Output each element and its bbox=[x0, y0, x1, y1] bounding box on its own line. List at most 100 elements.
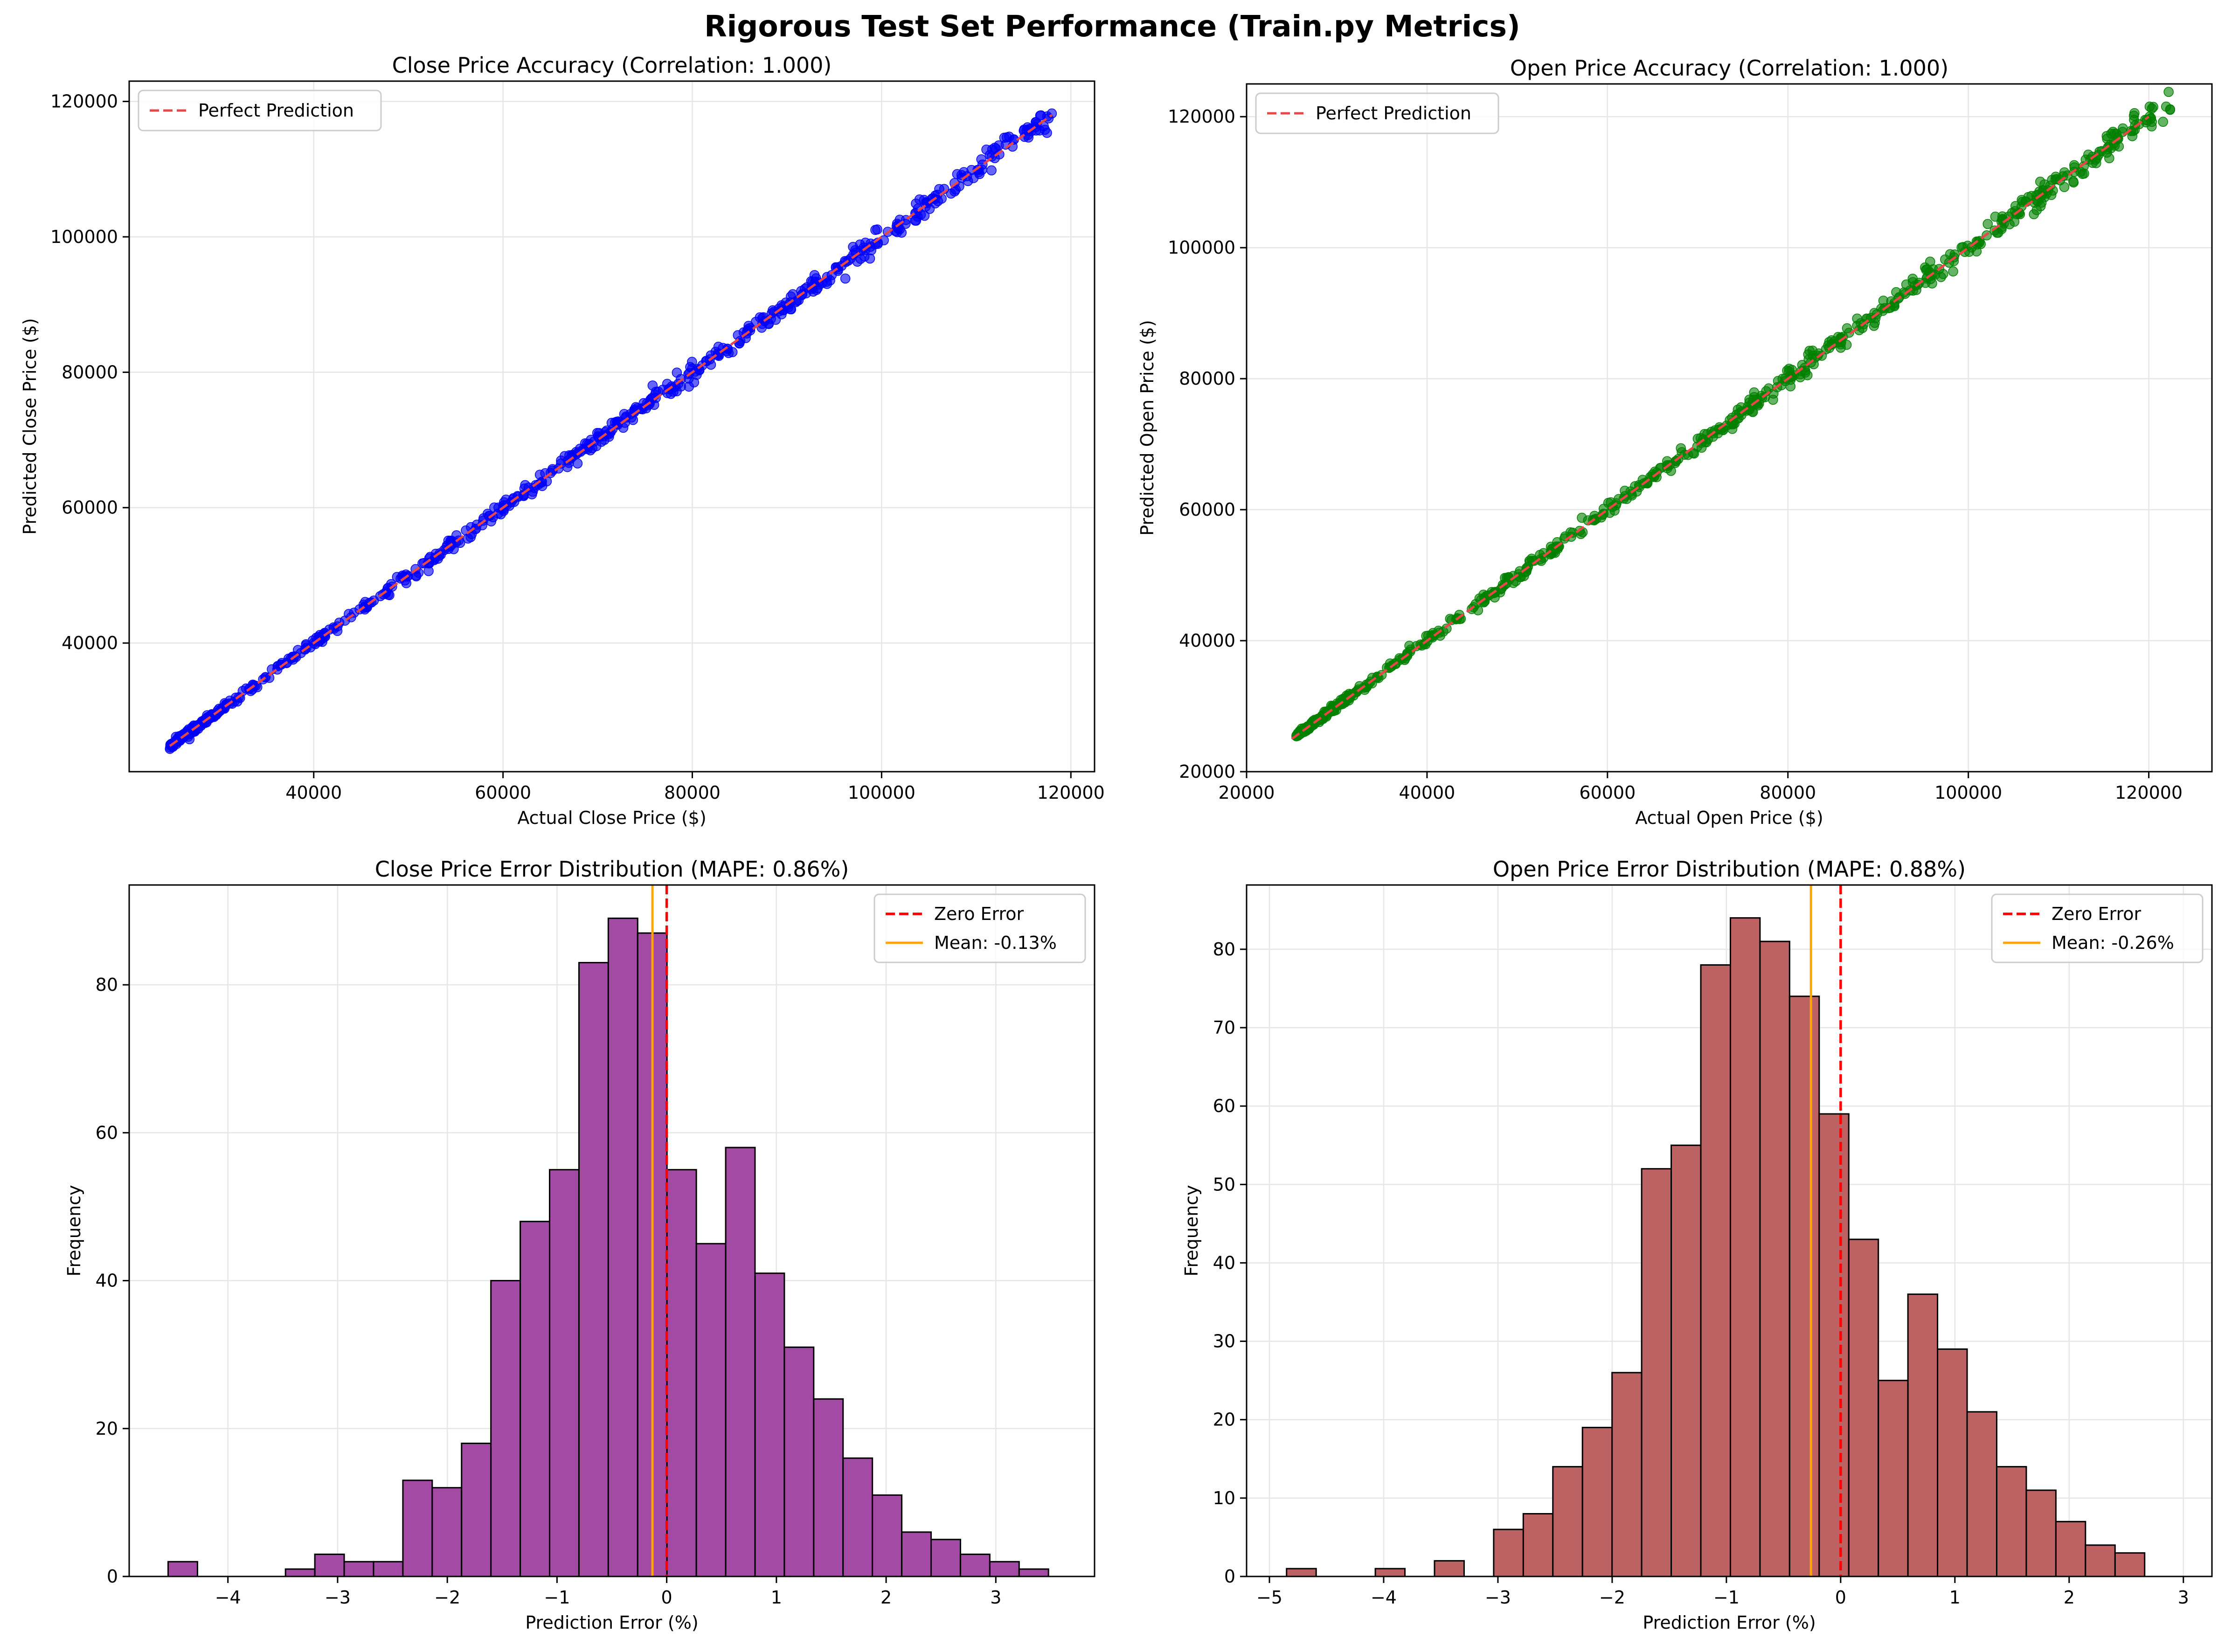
open-hist-xlabel: Prediction Error (%) bbox=[1643, 1612, 1816, 1633]
histogram-bar bbox=[1611, 1372, 1643, 1576]
histogram-bar bbox=[2085, 1544, 2116, 1576]
histogram-bar bbox=[1729, 917, 1761, 1576]
histogram-bar bbox=[666, 1169, 697, 1576]
scatter-point bbox=[2128, 111, 2139, 121]
y-tick-label: 60000 bbox=[1179, 499, 1235, 520]
histogram-bar bbox=[1374, 1568, 1406, 1576]
scatter-point bbox=[496, 509, 506, 519]
scatter-point bbox=[417, 558, 428, 569]
x-tick-label: 20000 bbox=[1219, 782, 1275, 803]
y-tick-label: 120000 bbox=[1168, 106, 1235, 127]
x-tick-label: −4 bbox=[1371, 1587, 1397, 1608]
y-tick-label: 10 bbox=[1213, 1488, 1235, 1508]
scatter-point bbox=[706, 359, 716, 370]
histogram-bar bbox=[461, 1443, 492, 1576]
x-tick-label: 40000 bbox=[1399, 782, 1455, 803]
scatter-point bbox=[1949, 249, 1960, 260]
histogram-bar bbox=[695, 1243, 727, 1576]
scatter-point bbox=[1920, 277, 1931, 288]
figure-title: Rigorous Test Set Performance (Train.py … bbox=[704, 9, 1520, 43]
scatter-point bbox=[852, 256, 863, 267]
histogram-bar bbox=[1759, 940, 1790, 1576]
close-scatter-legend: Perfect Prediction bbox=[138, 90, 382, 131]
histogram-bar bbox=[1788, 995, 1820, 1576]
histogram-bar bbox=[284, 1568, 316, 1576]
scatter-point bbox=[1676, 443, 1686, 454]
close-scatter-plot-area bbox=[165, 108, 1057, 754]
y-tick-label: 80 bbox=[96, 975, 118, 995]
scatter-point bbox=[919, 195, 929, 205]
x-tick-label: −2 bbox=[1599, 1587, 1625, 1608]
y-tick-label: 20 bbox=[96, 1418, 118, 1439]
histogram-bar bbox=[783, 1346, 815, 1576]
histogram-bar bbox=[1700, 964, 1731, 1576]
histogram-bar bbox=[1907, 1293, 1939, 1576]
scatter-point bbox=[1997, 214, 2008, 224]
y-tick-label: 120000 bbox=[50, 91, 118, 112]
histogram-bar bbox=[1966, 1411, 1997, 1576]
scatter-point bbox=[1948, 266, 1958, 276]
scatter-point bbox=[2165, 104, 2176, 115]
y-tick-label: 70 bbox=[1213, 1017, 1235, 1038]
open-scatter-title: Open Price Accuracy (Correlation: 1.000) bbox=[1510, 55, 1948, 81]
histogram-bar bbox=[1552, 1466, 1583, 1576]
x-tick-label: −1 bbox=[1713, 1587, 1740, 1608]
close-hist-legend: Zero Error Mean: -0.13% bbox=[873, 893, 1086, 963]
x-tick-label: 3 bbox=[2178, 1587, 2189, 1608]
y-tick-label: 60000 bbox=[62, 498, 118, 518]
legend-label-perfect-prediction: Perfect Prediction bbox=[1316, 103, 1471, 124]
legend-label-mean: Mean: -0.26% bbox=[2052, 933, 2174, 953]
scatter-point bbox=[1023, 132, 1034, 143]
scatter-point bbox=[692, 370, 702, 380]
x-tick-label: 120000 bbox=[2115, 782, 2183, 803]
scatter-point bbox=[855, 239, 865, 250]
open-scatter-grid bbox=[1246, 84, 2212, 773]
y-tick-label: 30 bbox=[1213, 1331, 1235, 1352]
scatter-point bbox=[825, 275, 835, 286]
y-tick-label: 40 bbox=[96, 1271, 118, 1291]
x-tick-label: −3 bbox=[1485, 1587, 1511, 1608]
scatter-point bbox=[1921, 264, 1931, 275]
histogram-bar bbox=[1878, 1380, 1909, 1576]
x-tick-label: 60000 bbox=[1579, 782, 1636, 803]
histogram-bar bbox=[989, 1561, 1020, 1576]
open-scatter-legend: Perfect Prediction bbox=[1255, 92, 1499, 134]
histogram-bar bbox=[725, 1147, 756, 1576]
y-tick-label: 40 bbox=[1213, 1252, 1235, 1273]
histogram-bar bbox=[607, 917, 638, 1576]
scatter-point bbox=[534, 470, 545, 480]
scatter-point bbox=[392, 572, 402, 582]
scatter-point bbox=[520, 480, 530, 491]
close-hist-plot-area bbox=[167, 885, 1049, 1576]
scatter-point bbox=[470, 524, 481, 534]
scatter-point bbox=[2109, 128, 2120, 139]
y-tick-label: 80000 bbox=[62, 362, 118, 382]
close-scatter-xlabel: Actual Close Price ($) bbox=[517, 808, 706, 828]
scatter-point bbox=[449, 544, 459, 554]
histogram-bar bbox=[1286, 1568, 1317, 1576]
histogram-bar bbox=[520, 1221, 551, 1576]
scatter-point bbox=[334, 617, 345, 628]
open-scatter-panel: 20000 40000 60000 80000 100000 120000 20000 400… bbox=[1137, 55, 2213, 828]
x-tick-label: 2 bbox=[2064, 1587, 2075, 1608]
scatter-point bbox=[465, 532, 476, 542]
scatter-point bbox=[2144, 101, 2155, 112]
scatter-point bbox=[727, 347, 738, 357]
histogram-bar bbox=[1581, 1427, 1613, 1576]
scatter-point bbox=[2029, 209, 2039, 220]
y-tick-label: 50 bbox=[1213, 1174, 1235, 1195]
scatter-point bbox=[2068, 176, 2079, 187]
x-tick-label: 3 bbox=[990, 1587, 1001, 1608]
histogram-bar bbox=[1434, 1560, 1465, 1576]
scatter-point bbox=[560, 451, 570, 461]
y-tick-label: 100000 bbox=[1168, 237, 1235, 258]
x-tick-label: 60000 bbox=[475, 782, 531, 803]
scatter-point bbox=[1031, 117, 1041, 128]
close-scatter-grid bbox=[129, 81, 1095, 772]
scatter-point bbox=[1620, 485, 1630, 496]
histogram-bar bbox=[959, 1553, 991, 1576]
scatter-point bbox=[2017, 195, 2027, 205]
x-tick-label: −2 bbox=[434, 1587, 460, 1608]
scatter-point bbox=[1699, 429, 1710, 439]
